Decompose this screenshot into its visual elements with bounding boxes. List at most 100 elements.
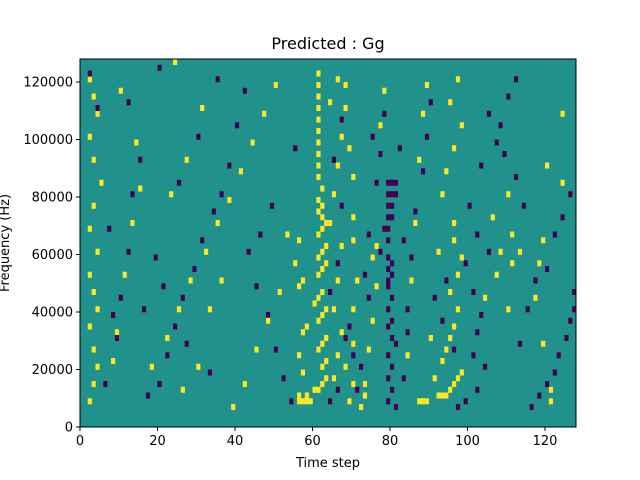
- heatmap-cell: [386, 202, 391, 209]
- heatmap-cell: [316, 294, 321, 301]
- heatmap-cell: [114, 335, 120, 342]
- heatmap-cell: [324, 260, 329, 267]
- heatmap-cell: [231, 404, 236, 411]
- heatmap-cell: [467, 202, 472, 209]
- heatmap-cell: [335, 277, 340, 284]
- heatmap-cell: [215, 76, 220, 83]
- heatmap-cell: [370, 254, 375, 261]
- heatmap-cell: [227, 197, 232, 204]
- heatmap-cell: [103, 381, 108, 388]
- heatmap-cell: [455, 404, 461, 411]
- heatmap-cell: [324, 220, 329, 227]
- heatmap-cell: [339, 116, 344, 123]
- heatmap-cell: [386, 277, 391, 284]
- heatmap-cell: [390, 271, 395, 278]
- heatmap-cell: [386, 254, 391, 261]
- heatmap-cell: [428, 335, 433, 342]
- heatmap-cell: [440, 358, 445, 365]
- x-tick-label: 120: [533, 434, 558, 449]
- heatmap-cell: [99, 179, 104, 186]
- heatmap-cell: [444, 392, 449, 399]
- heatmap-cell: [304, 398, 309, 405]
- heatmap-cell: [285, 231, 290, 238]
- heatmap-cell: [386, 237, 391, 244]
- heatmap-cell: [266, 312, 271, 319]
- heatmap-cell: [91, 202, 96, 209]
- heatmap-cell: [107, 225, 112, 232]
- heatmap-cell: [374, 283, 379, 290]
- heatmap-cell: [227, 162, 232, 169]
- plot-frame: [79, 58, 577, 428]
- heatmap-cell: [254, 346, 259, 353]
- heatmap-cell: [246, 248, 251, 255]
- heatmap-cell: [300, 398, 306, 405]
- heatmap-cell: [87, 133, 92, 140]
- heatmap-cell: [386, 283, 391, 290]
- heatmap-cell: [471, 289, 476, 296]
- heatmap-cell: [351, 381, 356, 388]
- heatmap-cell: [165, 335, 170, 342]
- heatmap-cell: [448, 99, 453, 106]
- heatmap-cell: [355, 277, 360, 284]
- heatmap-cell: [572, 289, 577, 296]
- heatmap-cell: [440, 191, 445, 198]
- heatmap-cell: [328, 289, 333, 296]
- heatmap-cell: [502, 151, 507, 158]
- heatmap-cell: [560, 179, 565, 186]
- heatmap-cell: [393, 179, 399, 186]
- heatmap-cell: [409, 254, 414, 261]
- heatmap-cell: [207, 306, 213, 313]
- heatmap-cell: [95, 110, 100, 117]
- heatmap-cell: [506, 306, 511, 313]
- heatmap-cell: [479, 312, 484, 319]
- heatmap-cell: [463, 398, 468, 405]
- heatmap-cell: [401, 237, 406, 244]
- heatmap-cell: [421, 398, 426, 405]
- heatmap-cell: [560, 110, 565, 117]
- heatmap-cell: [486, 110, 492, 117]
- heatmap-cell: [386, 352, 391, 359]
- heatmap-cell: [254, 283, 259, 290]
- heatmap-cell: [390, 386, 395, 393]
- heatmap-cell: [87, 398, 92, 405]
- heatmap-cell: [386, 214, 391, 221]
- heatmap-cell: [409, 277, 414, 284]
- heatmap-cell: [347, 145, 352, 152]
- heatmap-cell: [448, 386, 453, 393]
- heatmap-cell: [196, 363, 201, 370]
- heatmap-cell: [316, 386, 321, 393]
- heatmap-cell: [335, 352, 340, 359]
- heatmap-cell: [548, 398, 554, 405]
- heatmap-cell: [142, 306, 147, 313]
- heatmap-cell: [273, 82, 278, 89]
- heatmap-cell: [479, 162, 484, 169]
- heatmap-cell: [173, 323, 178, 330]
- heatmap-cell: [316, 116, 321, 123]
- heatmap-cell: [560, 214, 565, 221]
- heatmap-cell: [545, 266, 550, 273]
- heatmap-cell: [219, 277, 224, 284]
- heatmap-cell: [386, 266, 391, 273]
- heatmap-cell: [452, 346, 457, 353]
- heatmap-cell: [452, 323, 457, 330]
- heatmap-cell: [316, 208, 321, 215]
- heatmap-cell: [320, 185, 325, 192]
- heatmap-cell: [91, 93, 96, 100]
- x-tick-label: 100: [455, 434, 480, 449]
- y-tick-label: 60000: [32, 248, 73, 263]
- heatmap-cell: [269, 202, 275, 209]
- heatmap-cell: [452, 237, 457, 244]
- heatmap-cell: [533, 277, 538, 284]
- heatmap-cell: [405, 352, 410, 359]
- heatmap-cell: [483, 294, 488, 301]
- heatmap-cell: [359, 363, 364, 370]
- heatmap-cell: [130, 220, 135, 227]
- heatmap-cell: [393, 404, 399, 411]
- heatmap-cell: [184, 340, 189, 347]
- heatmap-cell: [455, 306, 461, 313]
- heatmap-cell: [386, 225, 391, 232]
- heatmap-cell: [328, 398, 333, 405]
- heatmap-cell: [316, 254, 321, 261]
- heatmap-cell: [347, 323, 352, 330]
- heatmap-cell: [537, 260, 542, 267]
